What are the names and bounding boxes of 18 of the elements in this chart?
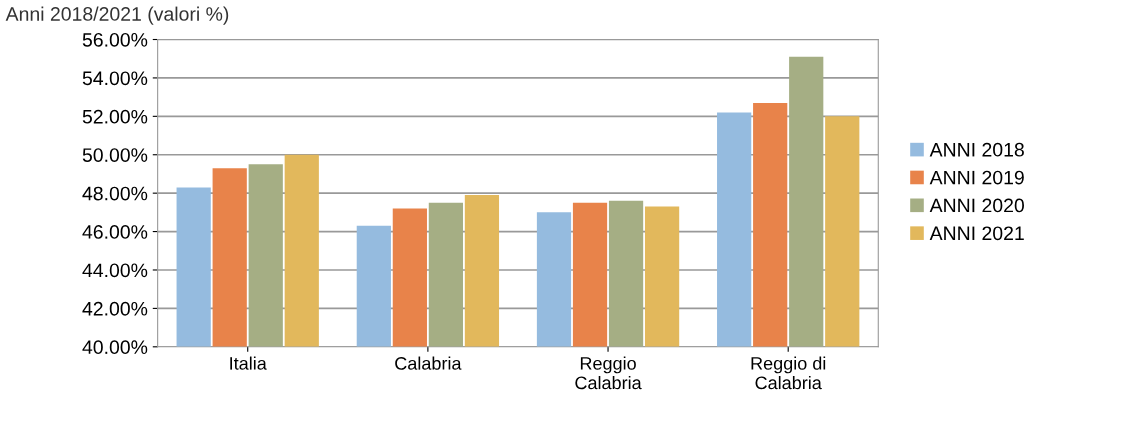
y-tick-label: 46.00%: [82, 225, 148, 239]
y-tick-label: 52.00%: [82, 109, 148, 124]
y-tick-label: 54.00%: [82, 71, 148, 86]
x-tick-label: Calabria: [395, 356, 462, 370]
legend-label: ANNI 2021: [929, 226, 1024, 241]
x-tick-label: Italia: [230, 356, 267, 370]
x-tick-label: Reggio di Calabria: [751, 356, 826, 390]
y-tick-label: 42.00%: [82, 301, 148, 316]
y-tick-label: 40.00%: [82, 340, 148, 355]
y-tick-label: 48.00%: [82, 186, 148, 201]
x-tick-label: Reggio Calabria: [575, 356, 642, 390]
legend-label: ANNI 2018: [929, 142, 1024, 157]
y-tick-label: 56.00%: [82, 32, 148, 47]
y-tick-label: 44.00%: [82, 263, 148, 278]
y-tick-label: 50.00%: [82, 148, 148, 162]
chart-title: Anni 2018/2021 (valori %): [5, 6, 229, 25]
legend-label: ANNI 2020: [929, 198, 1024, 213]
legend-label: ANNI 2019: [929, 170, 1024, 185]
